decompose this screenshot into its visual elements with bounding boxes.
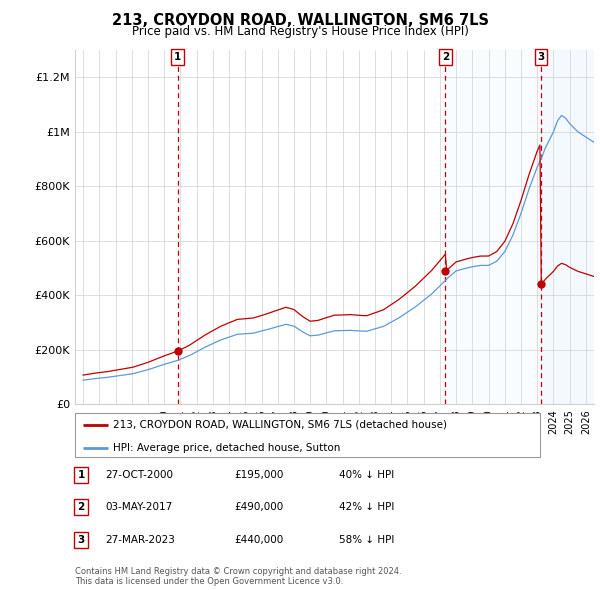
Text: 27-OCT-2000: 27-OCT-2000: [105, 470, 173, 480]
Text: Contains HM Land Registry data © Crown copyright and database right 2024.
This d: Contains HM Land Registry data © Crown c…: [75, 567, 401, 586]
Text: HPI: Average price, detached house, Sutton: HPI: Average price, detached house, Sutt…: [113, 442, 341, 453]
Text: 27-MAR-2023: 27-MAR-2023: [105, 535, 175, 545]
Text: 213, CROYDON ROAD, WALLINGTON, SM6 7LS (detached house): 213, CROYDON ROAD, WALLINGTON, SM6 7LS (…: [113, 420, 447, 430]
FancyBboxPatch shape: [75, 413, 540, 457]
Bar: [445, 50, 594, 404]
Text: 40% ↓ HPI: 40% ↓ HPI: [339, 470, 394, 480]
Text: 213, CROYDON ROAD, WALLINGTON, SM6 7LS: 213, CROYDON ROAD, WALLINGTON, SM6 7LS: [112, 13, 488, 28]
Text: 2: 2: [77, 503, 85, 512]
Text: 42% ↓ HPI: 42% ↓ HPI: [339, 503, 394, 512]
Text: 03-MAY-2017: 03-MAY-2017: [105, 503, 172, 512]
Text: Price paid vs. HM Land Registry's House Price Index (HPI): Price paid vs. HM Land Registry's House …: [131, 25, 469, 38]
Text: £195,000: £195,000: [234, 470, 283, 480]
Bar: [541, 50, 594, 404]
Text: £490,000: £490,000: [234, 503, 283, 512]
Text: 3: 3: [538, 52, 545, 62]
Text: £440,000: £440,000: [234, 535, 283, 545]
Text: 2: 2: [442, 52, 449, 62]
Text: 1: 1: [174, 52, 181, 62]
Text: 58% ↓ HPI: 58% ↓ HPI: [339, 535, 394, 545]
Text: 3: 3: [77, 535, 85, 545]
Text: 1: 1: [77, 470, 85, 480]
